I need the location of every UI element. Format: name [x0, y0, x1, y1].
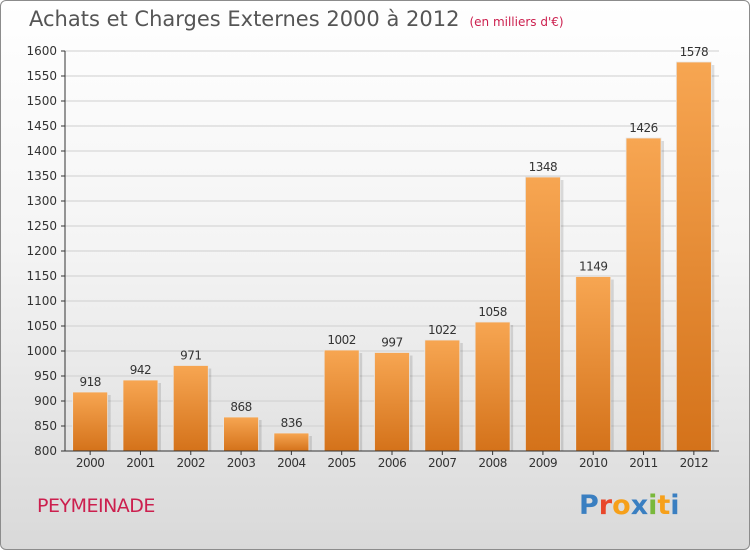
x-tick-label: 2007	[428, 456, 457, 470]
y-tick-label: 1150	[26, 269, 57, 283]
y-tick-label: 1450	[26, 119, 57, 133]
x-tick-label: 2008	[478, 456, 507, 470]
bar	[172, 365, 209, 452]
y-tick-label: 1000	[26, 344, 57, 358]
bar	[374, 352, 410, 452]
y-tick-label: 800	[34, 444, 57, 458]
data-label: 971	[180, 349, 201, 363]
logo-letter: x	[630, 490, 649, 521]
logo-letter: i	[648, 490, 658, 521]
x-tick-label: 2009	[529, 456, 558, 470]
chart-subtitle: (en milliers d'€)	[469, 15, 564, 29]
data-label: 1426	[629, 121, 658, 135]
bar	[575, 276, 612, 452]
x-tick-label: 2004	[277, 456, 306, 470]
data-label: 1058	[478, 305, 507, 319]
y-tick-label: 1550	[26, 69, 57, 83]
x-tick-label: 2005	[327, 456, 356, 470]
x-tick-label: 2010	[579, 456, 608, 470]
y-tick-label: 900	[34, 394, 57, 408]
bar	[323, 349, 360, 452]
x-tick-label: 2001	[126, 456, 155, 470]
y-tick-label: 1050	[26, 319, 57, 333]
data-label: 1002	[327, 333, 356, 347]
x-tick-label: 2012	[680, 456, 709, 470]
x-tick-label: 2011	[629, 456, 658, 470]
data-label: 1578	[680, 45, 709, 59]
title-text: Achats et Charges Externes 2000 à 2012	[29, 7, 460, 31]
logo-letter: o	[612, 490, 631, 521]
proxiti-logo[interactable]: Proxiti	[579, 490, 680, 521]
y-tick-label: 1300	[26, 194, 57, 208]
data-label: 836	[281, 416, 302, 430]
y-tick-label: 1100	[26, 294, 57, 308]
y-tick-label: 1500	[26, 94, 57, 108]
data-label: 868	[230, 400, 251, 414]
logo-letter: P	[579, 490, 599, 521]
x-tick-label: 2006	[378, 456, 407, 470]
logo-letter: t	[657, 490, 671, 521]
bar	[474, 321, 511, 452]
y-tick-label: 1600	[26, 44, 57, 58]
bar	[72, 391, 109, 452]
chart-title: Achats et Charges Externes 2000 à 2012 (e…	[29, 7, 564, 31]
bar	[625, 137, 662, 452]
bars: 918 942 971 868 836 1002 997 1022 1058 1348 1149 14…	[72, 45, 715, 452]
bar	[122, 379, 159, 452]
data-label: 1149	[579, 260, 608, 274]
bar	[525, 176, 561, 452]
bar	[223, 416, 259, 452]
data-label: 918	[79, 375, 100, 389]
logo-letter: i	[670, 490, 680, 521]
data-label: 1348	[529, 160, 558, 174]
y-tick-label: 1200	[26, 244, 57, 258]
x-tick-label: 2003	[227, 456, 256, 470]
data-label: 997	[381, 336, 402, 350]
y-tick-label: 950	[34, 369, 57, 383]
y-tick-label: 850	[34, 419, 57, 433]
axes: 800 850 900 950 1000 1050 1100 1150 1200 1250 1300…	[26, 44, 719, 470]
y-tick-label: 1250	[26, 219, 57, 233]
data-label: 942	[130, 363, 151, 377]
bar	[675, 61, 712, 452]
data-label: 1022	[428, 323, 457, 337]
x-tick-label: 2000	[76, 456, 105, 470]
bar	[424, 339, 461, 452]
bar	[273, 432, 310, 452]
x-tick-label: 2002	[176, 456, 205, 470]
logo-letter: r	[598, 490, 613, 521]
city-name: PEYMEINADE	[37, 495, 155, 517]
y-tick-label: 1350	[26, 169, 57, 183]
y-tick-label: 1400	[26, 144, 57, 158]
